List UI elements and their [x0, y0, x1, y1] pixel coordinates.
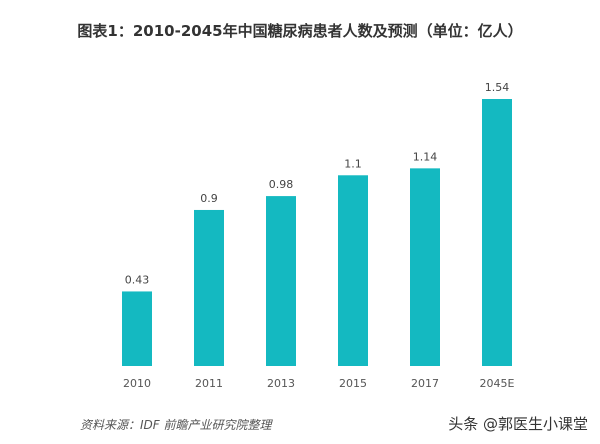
x-tick-label: 2013 [267, 377, 295, 390]
x-tick-label: 2015 [339, 377, 367, 390]
watermark: 头条 @郭医生小课堂 [448, 415, 588, 433]
data-label: 1.1 [344, 157, 362, 170]
bar-2013 [266, 196, 296, 366]
bar-2017 [410, 168, 440, 366]
source-note: 资料来源：IDF 前瞻产业研究院整理 [80, 418, 272, 432]
chart-title: 图表1：2010-2045年中国糖尿病患者人数及预测（单位：亿人） [77, 22, 523, 40]
bar-2011 [194, 209, 224, 366]
x-tick-label: 2011 [195, 377, 223, 390]
data-label: 1.54 [485, 81, 510, 94]
bar-2045E [482, 99, 512, 366]
data-label: 0.98 [269, 178, 294, 191]
data-label: 1.14 [413, 150, 438, 163]
data-label: 0.9 [200, 192, 218, 205]
data-label: 0.43 [125, 273, 150, 286]
bar-2015 [338, 175, 368, 366]
bar-2010 [122, 291, 152, 366]
x-tick-label: 2010 [123, 377, 151, 390]
x-tick-label: 2045E [480, 377, 515, 390]
x-tick-label: 2017 [411, 377, 439, 390]
